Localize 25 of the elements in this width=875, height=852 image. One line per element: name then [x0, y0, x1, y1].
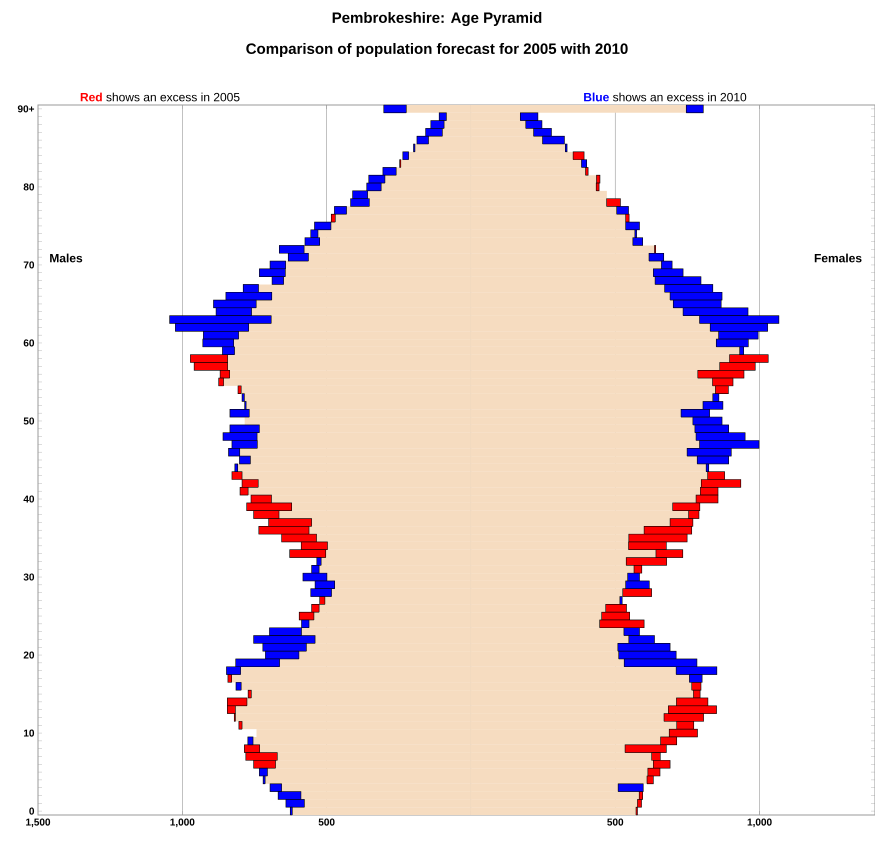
- bar: [238, 721, 242, 730]
- bar: [236, 682, 242, 690]
- x-tick-label: 1,000: [170, 818, 194, 828]
- y-tick-label: 10: [24, 730, 34, 737]
- x-tick-label: 1,500: [26, 818, 50, 828]
- x-tick-label: 1,000: [748, 818, 772, 828]
- bar: [686, 104, 704, 114]
- y-tick-label: 80: [24, 183, 34, 190]
- y-tick-label: 30: [24, 573, 34, 581]
- chart-title: Pembrokeshire: Age Pyramid: [332, 12, 542, 26]
- y-tick-label: 60: [24, 339, 34, 347]
- y-tick-label: 20: [24, 652, 34, 659]
- y-tick-label: 0: [29, 808, 34, 815]
- chart-subtitle: Comparison of population forecast for 2005 with 2010: [246, 43, 628, 57]
- bar: [383, 104, 407, 114]
- text: Blue shows an excess in 2010: [584, 92, 746, 102]
- x-tick-label: 500: [318, 818, 335, 826]
- annotation: Males: [50, 254, 82, 262]
- annotation: Females: [814, 254, 862, 262]
- text: Red shows an excess in 2005: [80, 92, 240, 102]
- y-tick-label: 40: [24, 495, 34, 503]
- y-tick-label: 90+: [18, 105, 34, 112]
- y-tick-label: 50: [24, 417, 34, 425]
- y-tick-label: 70: [24, 261, 34, 268]
- x-tick-label: 500: [607, 818, 624, 826]
